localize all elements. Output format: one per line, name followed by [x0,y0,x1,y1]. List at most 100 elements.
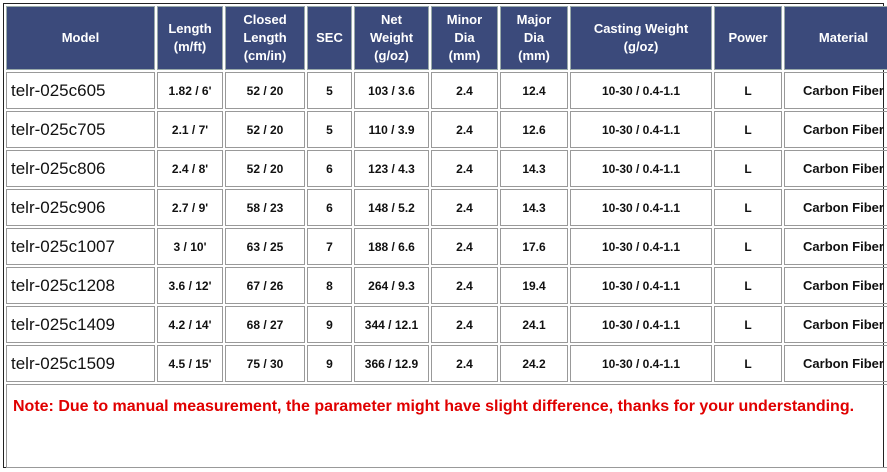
model-cell: telr-025c705 [6,111,155,148]
table-cell: 2.4 [431,267,498,304]
table-cell: 1.82 / 6' [157,72,223,109]
column-header: Model [6,6,155,70]
table-cell: 110 / 3.9 [354,111,429,148]
table-cell: 52 / 20 [225,111,305,148]
table-cell: 10-30 / 0.4-1.1 [570,150,712,187]
table-cell: 24.2 [500,345,568,382]
column-header: Material [784,6,887,70]
table-cell: Carbon Fiber [784,228,887,265]
table-cell: 75 / 30 [225,345,305,382]
table-cell: 2.1 / 7' [157,111,223,148]
table-cell: L [714,72,782,109]
table-cell: 10-30 / 0.4-1.1 [570,267,712,304]
table-cell: 4.2 / 14' [157,306,223,343]
table-row: telr-025c1509 4.5 / 15' 75 / 30 9 366 / 12.9… [6,345,887,382]
table-cell: 68 / 27 [225,306,305,343]
table-cell: 10-30 / 0.4-1.1 [570,228,712,265]
table-cell: L [714,111,782,148]
table-cell: 12.4 [500,72,568,109]
model-cell: telr-025c806 [6,150,155,187]
model-cell: telr-025c1509 [6,345,155,382]
table-row: telr-025c1409 4.2 / 14' 68 / 27 9 344 / 12.1… [6,306,887,343]
table-cell: Carbon Fiber [784,189,887,226]
model-cell: telr-025c605 [6,72,155,109]
table-cell: 264 / 9.3 [354,267,429,304]
table-cell: L [714,267,782,304]
table-cell: 67 / 26 [225,267,305,304]
table-row: telr-025c906 2.7 / 9' 58 / 23 6 148 / 5.2 2.4… [6,189,887,226]
column-header: Power [714,6,782,70]
column-header: Net Weight (g/oz) [354,6,429,70]
table-cell: 3.6 / 12' [157,267,223,304]
column-header: Casting Weight (g/oz) [570,6,712,70]
table-cell: 14.3 [500,189,568,226]
column-header: SEC [307,6,352,70]
table-cell: 4.5 / 15' [157,345,223,382]
note-text: Note: Due to manual measurement, the par… [6,384,887,468]
table-body: telr-025c605 1.82 / 6' 52 / 20 5 103 / 3.6 2.… [6,72,887,468]
table-cell: 2.4 [431,189,498,226]
table-cell: Carbon Fiber [784,345,887,382]
column-header: Closed Length (cm/in) [225,6,305,70]
table-row: telr-025c1007 3 / 10' 63 / 25 7 188 / 6.6 2.4… [6,228,887,265]
table-cell: L [714,306,782,343]
table-cell: L [714,150,782,187]
table-cell: 148 / 5.2 [354,189,429,226]
table-cell: 123 / 4.3 [354,150,429,187]
table-cell: 10-30 / 0.4-1.1 [570,345,712,382]
table-cell: 8 [307,267,352,304]
table-cell: 12.6 [500,111,568,148]
table-row: telr-025c705 2.1 / 7' 52 / 20 5 110 / 3.9 2.4… [6,111,887,148]
model-cell: telr-025c1007 [6,228,155,265]
table-cell: Carbon Fiber [784,72,887,109]
table-cell: 3 / 10' [157,228,223,265]
table-cell: 2.4 [431,150,498,187]
table-cell: 366 / 12.9 [354,345,429,382]
table-cell: 103 / 3.6 [354,72,429,109]
table-cell: 63 / 25 [225,228,305,265]
model-cell: telr-025c906 [6,189,155,226]
table-cell: 188 / 6.6 [354,228,429,265]
table-cell: 14.3 [500,150,568,187]
table-row: telr-025c605 1.82 / 6' 52 / 20 5 103 / 3.6 2.… [6,72,887,109]
table-cell: 10-30 / 0.4-1.1 [570,111,712,148]
table-cell: Carbon Fiber [784,111,887,148]
table-cell: Carbon Fiber [784,267,887,304]
table-cell: 2.4 [431,111,498,148]
table-cell: 52 / 20 [225,72,305,109]
table-cell: 24.1 [500,306,568,343]
table-cell: 2.4 / 8' [157,150,223,187]
table-cell: 9 [307,306,352,343]
model-cell: telr-025c1409 [6,306,155,343]
table-cell: 52 / 20 [225,150,305,187]
spec-table-frame: Model Length (m/ft) Closed Length (cm/in) S… [3,3,887,470]
table-cell: 19.4 [500,267,568,304]
table-cell: 58 / 23 [225,189,305,226]
table-cell: 6 [307,150,352,187]
table-cell: 2.4 [431,345,498,382]
table-cell: 9 [307,345,352,382]
table-cell: Carbon Fiber [784,150,887,187]
column-header: Minor Dia (mm) [431,6,498,70]
spec-table: Model Length (m/ft) Closed Length (cm/in) S… [4,4,887,470]
table-cell: 10-30 / 0.4-1.1 [570,189,712,226]
table-cell: 2.7 / 9' [157,189,223,226]
table-cell: 10-30 / 0.4-1.1 [570,72,712,109]
table-cell: 7 [307,228,352,265]
column-header: Length (m/ft) [157,6,223,70]
note-row: Note: Due to manual measurement, the par… [6,384,887,468]
table-row: telr-025c1208 3.6 / 12' 67 / 26 8 264 / 9.3 2… [6,267,887,304]
table-cell: 2.4 [431,228,498,265]
table-cell: 6 [307,189,352,226]
table-cell: L [714,345,782,382]
table-cell: 5 [307,111,352,148]
table-cell: 2.4 [431,306,498,343]
model-cell: telr-025c1208 [6,267,155,304]
table-row: telr-025c806 2.4 / 8' 52 / 20 6 123 / 4.3 2.4… [6,150,887,187]
header-row: Model Length (m/ft) Closed Length (cm/in) S… [6,6,887,70]
table-cell: 10-30 / 0.4-1.1 [570,306,712,343]
table-cell: Carbon Fiber [784,306,887,343]
column-header: Major Dia (mm) [500,6,568,70]
table-cell: L [714,189,782,226]
